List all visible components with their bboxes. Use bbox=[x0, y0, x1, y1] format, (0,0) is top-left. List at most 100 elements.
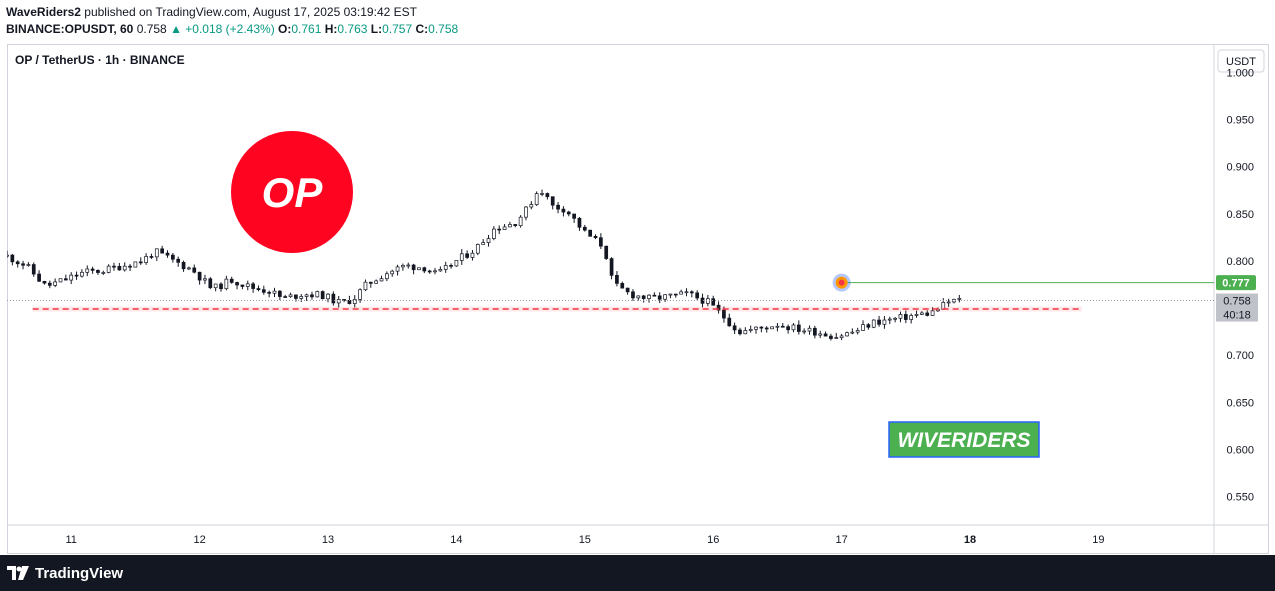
candle-body bbox=[599, 237, 603, 247]
candle-body bbox=[417, 267, 421, 271]
candle-body bbox=[818, 333, 823, 336]
candle-body bbox=[764, 327, 769, 330]
candle-body bbox=[577, 217, 582, 228]
price-change: ▲ +0.018 (+2.43%) bbox=[170, 22, 275, 36]
price-chart[interactable]: OP / TetherUS · 1h · BINANCE USDT 1.000 0… bbox=[7, 44, 1269, 554]
candle-body bbox=[31, 264, 36, 275]
candle-body bbox=[850, 331, 855, 334]
candle-body bbox=[668, 293, 673, 296]
candle-body bbox=[861, 324, 865, 331]
candle-body bbox=[475, 244, 480, 254]
candle-body bbox=[791, 324, 796, 331]
candle-body bbox=[887, 318, 892, 321]
candle-body bbox=[641, 295, 646, 299]
time-tick-label: 13 bbox=[322, 534, 334, 546]
candle-body bbox=[331, 293, 336, 304]
price-tick-label: 0.850 bbox=[1226, 209, 1254, 221]
candle-body bbox=[229, 278, 234, 283]
candle-body bbox=[7, 254, 9, 257]
candle-body bbox=[385, 273, 389, 280]
candle-body bbox=[470, 252, 475, 258]
price-tick-label: 0.650 bbox=[1226, 397, 1254, 409]
candle-body bbox=[21, 263, 25, 266]
candle-body bbox=[920, 312, 924, 315]
price-tick-label: 0.550 bbox=[1226, 492, 1254, 504]
candle-body bbox=[508, 224, 512, 228]
candle-body bbox=[625, 287, 630, 293]
candle-body bbox=[26, 264, 31, 266]
candle-body bbox=[224, 278, 229, 290]
candle-body bbox=[770, 326, 774, 330]
low-value: 0.757 bbox=[382, 22, 413, 36]
candle-body bbox=[780, 325, 785, 328]
candle-body bbox=[615, 274, 619, 284]
candle-body bbox=[492, 228, 496, 239]
candle-body bbox=[278, 290, 282, 297]
candle-body bbox=[652, 294, 657, 297]
countdown-label: 40:18 bbox=[1223, 310, 1251, 322]
candle-body bbox=[486, 238, 491, 243]
time-axis[interactable]: 11 12 13 14 15 16 17 18 19 bbox=[65, 534, 1104, 546]
price-axis[interactable]: 1.0000.9500.9000.8500.8000.7500.7000.650… bbox=[1226, 67, 1254, 503]
candle-body bbox=[588, 229, 593, 237]
candle-body bbox=[465, 253, 469, 258]
op-logo-circle bbox=[231, 131, 353, 253]
candle-body bbox=[219, 283, 223, 290]
candle-body bbox=[529, 204, 534, 208]
candle-body bbox=[540, 193, 544, 195]
target-marker[interactable] bbox=[832, 273, 851, 292]
candle-body bbox=[42, 280, 47, 284]
candle-body bbox=[566, 211, 571, 215]
candle-body bbox=[149, 256, 154, 258]
currency-button-label[interactable]: USDT bbox=[1226, 56, 1256, 68]
candle-body bbox=[882, 319, 887, 325]
currency-button-frame[interactable] bbox=[1217, 49, 1265, 73]
author-name[interactable]: WaveRiders2 bbox=[6, 5, 81, 19]
candle-body bbox=[117, 266, 122, 271]
candle-body bbox=[748, 328, 753, 331]
candle-body bbox=[288, 294, 293, 297]
candle-body bbox=[80, 271, 84, 277]
candle-body bbox=[427, 270, 432, 273]
candle-body bbox=[855, 330, 860, 333]
candle-body bbox=[909, 315, 914, 320]
open-value: 0.761 bbox=[291, 22, 322, 36]
time-tick-label: 12 bbox=[193, 534, 205, 546]
open-label: O: bbox=[278, 22, 292, 36]
candle-body bbox=[106, 265, 111, 273]
candle-body bbox=[203, 278, 207, 281]
candle-body bbox=[925, 312, 930, 316]
candle-body bbox=[58, 278, 63, 283]
candle-body bbox=[240, 284, 245, 287]
candle-body bbox=[160, 248, 165, 254]
candle-body bbox=[866, 324, 871, 328]
candle-body bbox=[657, 295, 662, 300]
candle-body bbox=[390, 270, 395, 275]
candle-body bbox=[138, 261, 143, 264]
candle-body bbox=[101, 272, 106, 274]
candle-body bbox=[620, 283, 625, 289]
low-label: L: bbox=[370, 22, 383, 36]
time-tick-label: 19 bbox=[1092, 534, 1104, 546]
candle-body bbox=[631, 291, 635, 299]
tradingview-logo[interactable]: TradingView bbox=[7, 563, 123, 583]
candle-body bbox=[64, 278, 68, 281]
symbol-label: BINANCE:OPUSDT, 60 bbox=[6, 22, 134, 36]
time-tick-label: 15 bbox=[579, 534, 591, 546]
candle-body bbox=[898, 314, 903, 319]
candle-body bbox=[187, 267, 191, 270]
currency-button[interactable]: USDT bbox=[1217, 49, 1265, 73]
candle-body bbox=[363, 281, 368, 291]
candle-body bbox=[261, 289, 266, 293]
close-value: 0.758 bbox=[428, 22, 459, 36]
candle-body bbox=[561, 208, 566, 213]
last-price-badge: 0.758 40:18 bbox=[1216, 293, 1258, 322]
candle-body bbox=[443, 264, 448, 270]
last-price-badge-bg bbox=[1216, 293, 1258, 322]
candle-body bbox=[518, 216, 523, 227]
candle-body bbox=[401, 265, 405, 268]
support-band bbox=[32, 306, 1082, 312]
candle-body bbox=[903, 314, 908, 320]
candle-body bbox=[165, 252, 170, 256]
candle-body bbox=[716, 304, 721, 311]
